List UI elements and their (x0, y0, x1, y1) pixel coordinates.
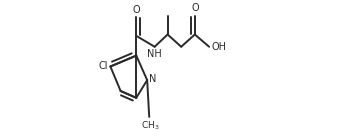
Text: OH: OH (211, 42, 226, 52)
Text: N: N (149, 74, 156, 84)
Text: Cl: Cl (98, 62, 108, 71)
Text: CH$_3$: CH$_3$ (141, 120, 160, 132)
Text: NH: NH (147, 49, 161, 59)
Text: O: O (132, 5, 140, 15)
Text: O: O (191, 3, 199, 13)
